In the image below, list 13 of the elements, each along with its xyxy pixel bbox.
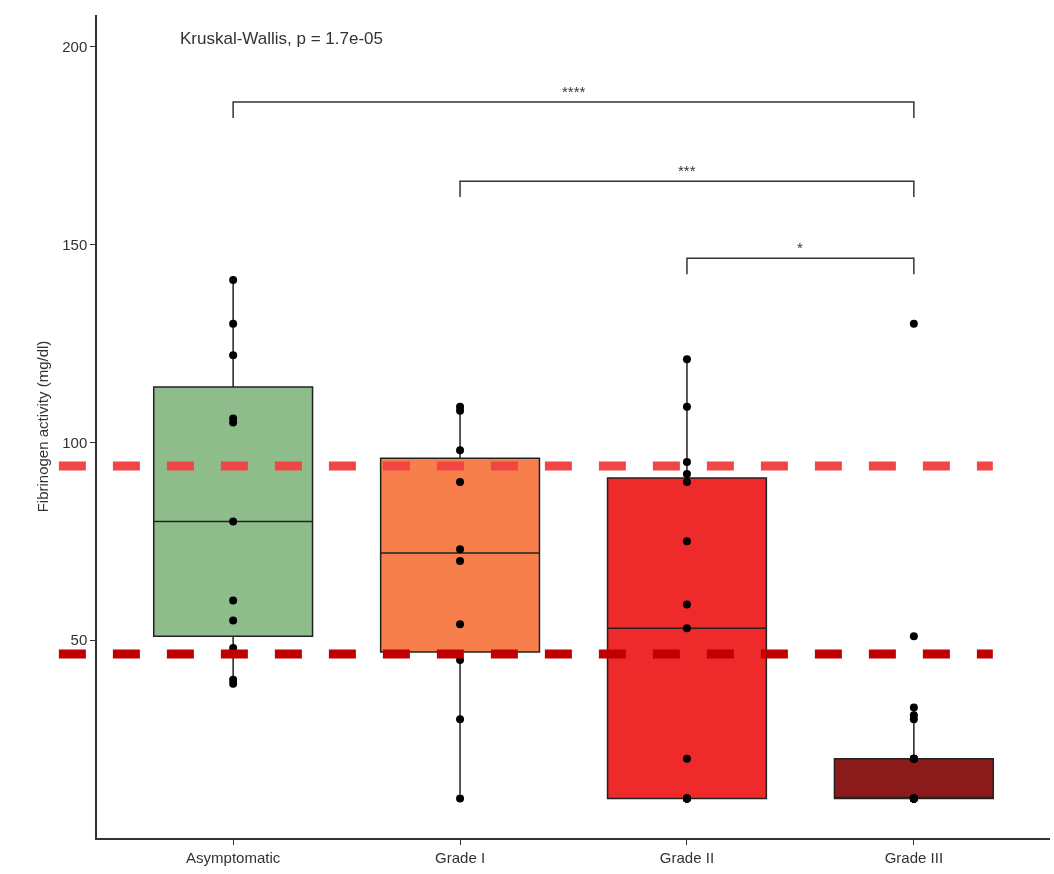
x-tick-label: Asymptomatic bbox=[186, 848, 281, 866]
x-tick-label: Grade I bbox=[435, 848, 486, 866]
y-tick-label: 50 bbox=[70, 631, 88, 649]
y-tick-label: 200 bbox=[62, 37, 88, 55]
y-axis-title: Fibrinogen activity (mg/dl) bbox=[33, 340, 51, 513]
x-tick-label: Grade II bbox=[659, 848, 715, 866]
y-tick-label: 150 bbox=[62, 235, 88, 253]
annotation: Kruskal-Wallis, p = 1.7e-05 bbox=[180, 29, 383, 48]
annotation: * bbox=[797, 239, 803, 256]
x-tick-label: Grade III bbox=[884, 848, 944, 866]
y-tick-label: 100 bbox=[62, 433, 88, 451]
annotation: *** bbox=[678, 162, 696, 179]
annotation: **** bbox=[562, 83, 586, 100]
